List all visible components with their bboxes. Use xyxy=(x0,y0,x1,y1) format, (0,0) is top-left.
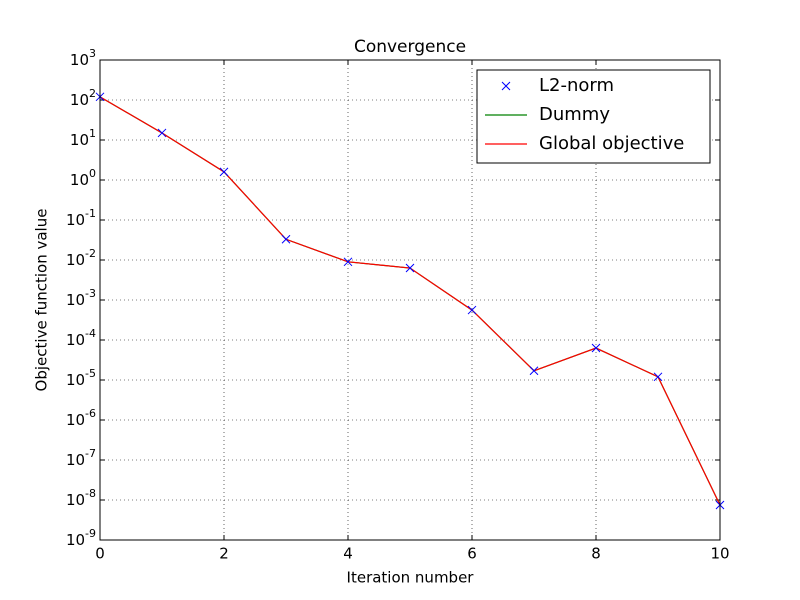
y-tick-label: 10-4 xyxy=(66,327,96,349)
marker xyxy=(281,234,291,244)
marker xyxy=(157,128,167,138)
legend-label: L2-norm xyxy=(539,75,614,96)
y-tick-label: 102 xyxy=(70,87,96,109)
marker xyxy=(529,366,539,376)
y-tick-label: 10-3 xyxy=(66,287,96,309)
x-tick-label: 0 xyxy=(95,545,105,563)
marker xyxy=(591,343,601,353)
x-tick-label: 10 xyxy=(710,545,729,563)
x-axis-label: Iteration number xyxy=(347,569,475,587)
x-tick-label: 4 xyxy=(343,545,353,563)
y-tick-label: 101 xyxy=(70,127,96,149)
y-tick-label: 10-7 xyxy=(66,447,96,469)
y-tick-label: 10-8 xyxy=(66,487,96,509)
y-tick-label: 10-1 xyxy=(66,207,96,229)
plot-frame xyxy=(99,59,721,541)
marker xyxy=(343,257,353,267)
y-axis-label: Objective function value xyxy=(33,209,51,392)
marker xyxy=(219,167,229,177)
legend-box xyxy=(476,69,711,164)
y-tick-label: 10-5 xyxy=(66,367,96,389)
y-tick-label: 10-6 xyxy=(66,407,96,429)
y-tick-label: 103 xyxy=(70,47,96,69)
y-tick-label: 10-9 xyxy=(66,527,96,549)
legend-marker xyxy=(501,81,511,91)
marker xyxy=(653,372,663,382)
x-tick-label: 6 xyxy=(467,545,477,563)
y-tick-label: 100 xyxy=(70,167,96,189)
marker xyxy=(405,263,415,273)
chart-title: Convergence xyxy=(354,37,466,57)
y-tick-label: 10-2 xyxy=(66,247,96,269)
x-tick-label: 2 xyxy=(219,545,229,563)
legend-label: Dummy xyxy=(539,104,610,125)
legend-label: Global objective xyxy=(539,133,684,154)
marker xyxy=(467,305,477,315)
x-tick-label: 8 xyxy=(591,545,601,563)
